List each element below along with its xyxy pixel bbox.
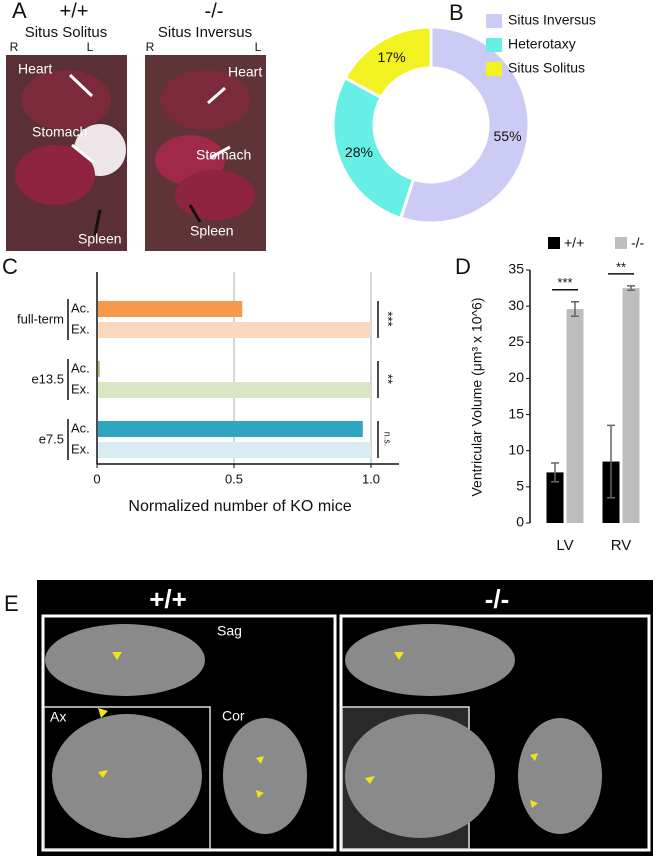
bar (98, 322, 371, 338)
slice-label: 28% (345, 144, 373, 160)
organ-label: Heart (18, 61, 52, 77)
y-tick-label: 20 (508, 369, 524, 385)
y-tick-label: 0 (516, 514, 524, 530)
bar-label: Ex. (71, 441, 90, 456)
pie-slice (343, 25, 433, 100)
view-label: Cor (222, 708, 245, 724)
organ-label: Spleen (190, 223, 234, 239)
legend-label: Situs Solitus (508, 60, 585, 76)
bar (546, 472, 564, 523)
legend-swatch (486, 14, 502, 28)
organ-label: Spleen (78, 231, 122, 247)
y-axis-label: Ventricular Volume (μm³ x 10^6) (469, 297, 485, 496)
y-tick-label: 5 (516, 478, 524, 494)
x-tick-label: 1.0 (362, 471, 380, 486)
genotype: -/- (485, 584, 510, 614)
y-tick-label: 35 (508, 261, 524, 277)
legend-label: -/- (631, 235, 645, 251)
x-axis-label: Normalized number of KO mice (128, 498, 351, 515)
organ (175, 170, 255, 220)
organ-label: Stomach (196, 147, 251, 163)
x-tick-label: 0 (93, 471, 100, 486)
panel-label: A (12, 0, 27, 23)
bar (98, 301, 243, 317)
group-label: full-term (17, 311, 64, 326)
legend-label: Situs Inversus (508, 12, 596, 28)
significance: *** (557, 275, 572, 290)
slice-label: 55% (494, 128, 522, 144)
group-label: e7.5 (39, 431, 64, 446)
markers (98, 652, 538, 808)
organ (160, 70, 250, 130)
x-tick-label: LV (556, 537, 573, 554)
significance: n.s. (383, 432, 393, 447)
pie-slice (331, 75, 416, 221)
significance: ** (616, 259, 626, 274)
y-tick-label: 30 (508, 297, 524, 313)
bar-label: Ex. (71, 381, 90, 396)
y-tick-label: 10 (508, 441, 524, 457)
significance: ** (381, 374, 396, 384)
error-bar (627, 285, 635, 291)
group-label: e13.5 (31, 371, 64, 386)
error-bar (551, 462, 559, 483)
side-label: L (87, 40, 94, 54)
legend-label: +/+ (564, 235, 584, 251)
bar (622, 288, 640, 523)
arrows (68, 73, 231, 164)
frame (43, 706, 211, 850)
bar (98, 382, 371, 398)
x-tick-label: 0.5 (225, 471, 243, 486)
legend-swatch (548, 237, 560, 249)
frame (41, 614, 337, 852)
bar-label: Ac. (71, 360, 90, 375)
legend-swatch (615, 237, 627, 249)
slice-label: 17% (378, 49, 406, 65)
brain-images (45, 624, 602, 838)
panel-label: C (2, 254, 18, 279)
genotype: +/+ (149, 584, 187, 614)
panel-label: E (4, 591, 19, 616)
significance: *** (381, 311, 396, 326)
bar-label: Ac. (71, 420, 90, 435)
bar (98, 361, 100, 377)
bar (98, 442, 371, 458)
error-bar (571, 301, 579, 318)
side-label: L (255, 40, 262, 54)
genotype: -/- (205, 0, 224, 22)
bar-label: Ex. (71, 321, 90, 336)
bar (98, 421, 363, 437)
organ-label: Heart (228, 64, 262, 80)
legend-label: Heterotaxy (508, 36, 576, 52)
side-label: R (146, 40, 155, 54)
bar-label: Ac. (71, 300, 90, 315)
organ (15, 145, 95, 205)
bar (566, 309, 584, 523)
y-tick-label: 15 (508, 405, 524, 421)
legend-swatch (486, 62, 502, 76)
error-bar (607, 424, 615, 499)
y-tick-label: 25 (508, 333, 524, 349)
x-tick-label: RV (611, 537, 632, 554)
organ (21, 70, 111, 130)
organ-label: Stomach (32, 124, 87, 140)
side-label: R (10, 40, 19, 54)
panel-label: B (449, 0, 464, 25)
frame (339, 614, 651, 852)
panel-label: D (455, 254, 471, 279)
panel-title: Situs Inversus (158, 24, 252, 41)
view-label: Ax (50, 709, 66, 725)
view-label: Sag (217, 623, 242, 639)
arrows (93, 204, 202, 236)
genotype: +/+ (60, 0, 89, 22)
panel-title: Situs Solitus (25, 24, 108, 41)
legend-swatch (486, 38, 502, 52)
